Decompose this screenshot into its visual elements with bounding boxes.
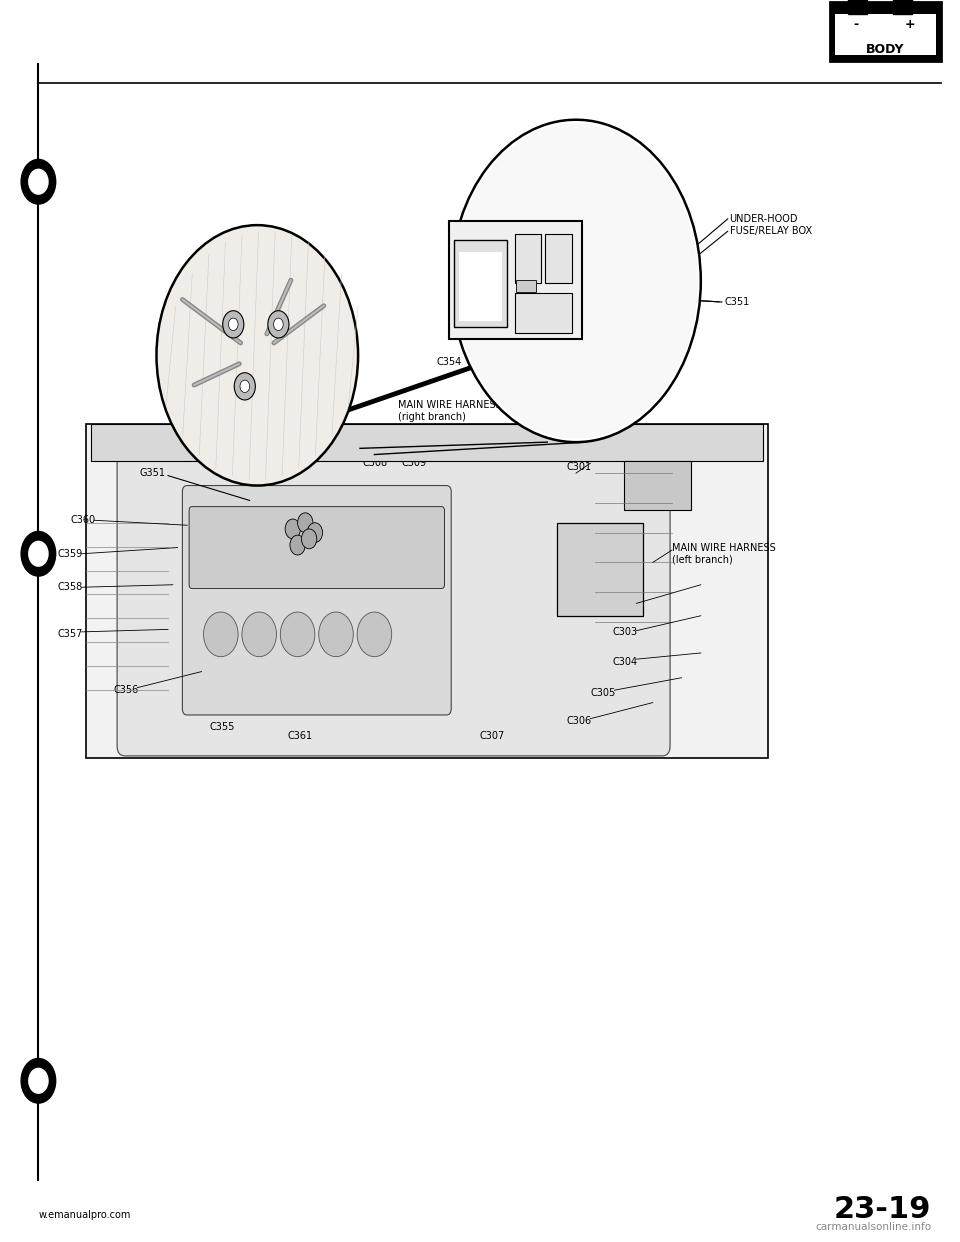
Text: C353: C353 — [485, 205, 510, 215]
Circle shape — [21, 1058, 56, 1103]
FancyBboxPatch shape — [454, 240, 507, 327]
FancyBboxPatch shape — [189, 507, 444, 589]
Circle shape — [234, 373, 255, 400]
FancyBboxPatch shape — [91, 424, 763, 461]
Circle shape — [298, 513, 313, 533]
Circle shape — [21, 532, 56, 576]
Circle shape — [240, 380, 250, 392]
Circle shape — [204, 612, 238, 657]
Circle shape — [29, 542, 48, 566]
Text: BODY: BODY — [866, 42, 905, 56]
Circle shape — [228, 318, 238, 330]
Text: w.emanualpro.com: w.emanualpro.com — [38, 1210, 131, 1220]
FancyBboxPatch shape — [830, 2, 941, 61]
Text: C358: C358 — [58, 582, 83, 592]
Circle shape — [307, 523, 323, 543]
FancyBboxPatch shape — [624, 461, 691, 510]
FancyBboxPatch shape — [117, 438, 670, 756]
Text: -: - — [853, 17, 859, 31]
Text: C356: C356 — [113, 686, 138, 696]
Circle shape — [451, 119, 701, 442]
FancyBboxPatch shape — [835, 15, 936, 55]
Text: C306: C306 — [566, 717, 591, 727]
Text: 23-19: 23-19 — [833, 1195, 931, 1225]
FancyBboxPatch shape — [893, 0, 912, 15]
Circle shape — [290, 535, 305, 555]
Circle shape — [268, 310, 289, 338]
Text: C355: C355 — [209, 723, 234, 733]
Text: MAIN WIRE HARNESS
(right branch): MAIN WIRE HARNESS (right branch) — [398, 400, 502, 422]
FancyBboxPatch shape — [86, 424, 768, 759]
Circle shape — [274, 318, 283, 330]
Text: C302: C302 — [612, 599, 637, 609]
FancyBboxPatch shape — [848, 0, 867, 15]
Text: C360: C360 — [70, 515, 95, 525]
FancyBboxPatch shape — [449, 221, 582, 339]
Text: C309: C309 — [401, 458, 426, 468]
Text: C307: C307 — [480, 732, 505, 741]
FancyBboxPatch shape — [459, 252, 502, 320]
Text: carmanualsonline.info: carmanualsonline.info — [815, 1222, 931, 1232]
Text: C305: C305 — [590, 688, 615, 698]
Text: C301: C301 — [566, 462, 591, 472]
FancyBboxPatch shape — [545, 233, 572, 283]
FancyBboxPatch shape — [516, 279, 536, 292]
Text: C304: C304 — [612, 657, 637, 667]
Text: C361: C361 — [288, 732, 313, 741]
Text: G351: G351 — [139, 468, 165, 478]
Text: C303: C303 — [612, 627, 637, 637]
Circle shape — [21, 159, 56, 204]
Circle shape — [223, 310, 244, 338]
Circle shape — [156, 225, 358, 486]
Text: +: + — [904, 17, 916, 31]
Circle shape — [242, 612, 276, 657]
Text: UNDER-HOOD
FUSE/RELAY BOX: UNDER-HOOD FUSE/RELAY BOX — [730, 215, 812, 236]
Text: C308: C308 — [363, 458, 388, 468]
Circle shape — [29, 1068, 48, 1093]
Circle shape — [301, 529, 317, 549]
FancyBboxPatch shape — [515, 233, 541, 283]
Circle shape — [319, 612, 353, 657]
FancyBboxPatch shape — [515, 293, 572, 333]
Text: C359: C359 — [58, 549, 83, 559]
Circle shape — [357, 612, 392, 657]
Circle shape — [285, 519, 300, 539]
Text: C352: C352 — [576, 205, 601, 215]
Text: MAIN WIRE HARNESS
(left branch): MAIN WIRE HARNESS (left branch) — [672, 543, 776, 565]
Circle shape — [280, 612, 315, 657]
FancyBboxPatch shape — [182, 486, 451, 715]
Text: C351: C351 — [725, 297, 750, 307]
Text: C354: C354 — [437, 356, 462, 366]
FancyBboxPatch shape — [557, 523, 643, 616]
Circle shape — [454, 123, 698, 438]
Text: C357: C357 — [58, 630, 83, 640]
Circle shape — [29, 169, 48, 194]
